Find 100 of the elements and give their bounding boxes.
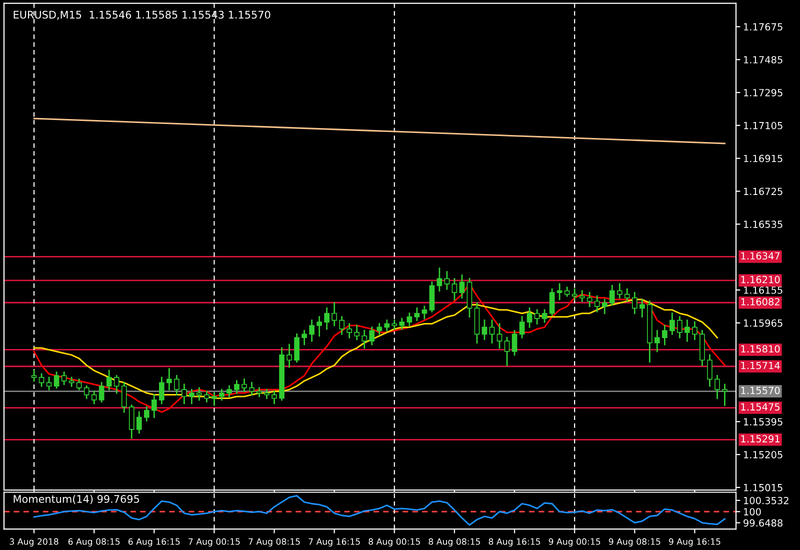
candlestick xyxy=(286,344,292,368)
candlestick xyxy=(602,298,608,314)
y-tick-label: 1.17675 xyxy=(744,23,782,31)
candlestick xyxy=(504,336,510,366)
candlestick xyxy=(579,290,585,302)
ref-line-label: 1.15291 xyxy=(741,435,780,442)
candlestick xyxy=(624,288,630,302)
ref-line-label: 1.16082 xyxy=(741,298,780,306)
candlestick xyxy=(489,320,495,344)
candlestick xyxy=(68,376,74,387)
candlestick xyxy=(316,316,322,337)
x-tick-label: 7 Aug 16:15 xyxy=(308,538,360,546)
y-tick-label: 1.16155 xyxy=(744,286,782,294)
candlestick xyxy=(399,318,405,330)
candlestick xyxy=(114,375,120,394)
candlestick xyxy=(264,388,270,399)
candlestick xyxy=(654,330,660,352)
candlestick xyxy=(166,368,172,390)
candlestick xyxy=(526,307,532,328)
candlestick xyxy=(369,326,375,346)
y-tick-label: 99.6488 xyxy=(744,519,782,527)
candlestick xyxy=(459,274,465,298)
candlestick xyxy=(158,376,164,404)
text: EURUSD,M15 1.15546 1.15585 1.15543 1.15570 xyxy=(14,10,270,20)
ref-line-label: 1.16347 xyxy=(741,252,780,260)
candlestick xyxy=(512,330,518,356)
candlestick xyxy=(677,316,682,338)
candlestick xyxy=(376,323,382,335)
y-tick-label: 100 xyxy=(744,508,761,516)
ref-line-label: 1.15475 xyxy=(741,403,780,411)
y-tick-label: 1.15965 xyxy=(744,319,782,327)
x-tick-label: 8 Aug 00:15 xyxy=(368,538,420,546)
candlestick xyxy=(722,384,728,406)
x-tick-label: 6 Aug 16:15 xyxy=(128,538,180,546)
candlestick xyxy=(182,384,187,404)
candlestick xyxy=(444,271,450,290)
candlestick xyxy=(436,268,442,292)
ref-line-label: 1.15570 xyxy=(741,386,780,394)
x-tick-label: 9 Aug 00:15 xyxy=(548,538,600,546)
candlestick xyxy=(684,320,690,342)
candlestick xyxy=(692,321,698,340)
line-series xyxy=(33,298,718,400)
candlestick xyxy=(128,404,134,439)
candlestick xyxy=(542,309,548,323)
y-tick-label: 1.16535 xyxy=(744,220,782,228)
candlestick xyxy=(234,380,240,394)
candlestick xyxy=(189,388,194,404)
y-tick-label: 1.15015 xyxy=(744,484,782,492)
candlestick xyxy=(272,390,277,404)
candlestick xyxy=(534,309,540,324)
ref-line-label: 1.15714 xyxy=(741,362,780,370)
y-tick-label: 1.17485 xyxy=(744,56,782,64)
candlestick xyxy=(98,382,104,402)
x-tick-label: 9 Aug 16:15 xyxy=(668,538,720,546)
candlestick xyxy=(196,387,202,401)
candlestick xyxy=(586,292,592,308)
x-tick-label: 9 Aug 08:15 xyxy=(608,538,660,546)
y-tick-label: 1.16915 xyxy=(744,154,782,162)
y-tick-label: 1.15205 xyxy=(744,451,782,458)
candlestick xyxy=(609,284,615,306)
candlestick xyxy=(392,320,398,330)
candlestick xyxy=(31,370,37,382)
candlestick xyxy=(84,385,90,399)
candlestick xyxy=(594,295,600,312)
candlestick xyxy=(549,288,555,316)
candlestick xyxy=(406,312,412,326)
candlestick xyxy=(354,324,360,340)
ref-line-label: 1.16210 xyxy=(741,276,780,284)
candlestick xyxy=(519,316,525,338)
x-tick-label: 8 Aug 08:15 xyxy=(428,538,480,546)
candlestick xyxy=(54,372,60,389)
candlestick xyxy=(106,370,112,390)
candlestick xyxy=(302,330,307,346)
candlestick xyxy=(714,375,720,399)
candlestick xyxy=(204,390,210,402)
candlestick xyxy=(38,373,44,387)
candlestick xyxy=(46,376,52,390)
candlestick xyxy=(384,320,390,332)
candlestick xyxy=(362,330,368,349)
candlestick xyxy=(121,382,127,413)
chart-title: Momentum(14) 99.7695 xyxy=(14,494,139,504)
ref-line-label: 1.15810 xyxy=(741,345,780,353)
candlestick xyxy=(496,323,502,349)
candlestick xyxy=(346,323,352,338)
y-tick-label: 1.15395 xyxy=(744,418,782,426)
candlestick xyxy=(219,388,224,401)
candlestick xyxy=(136,411,142,434)
candlestick xyxy=(572,288,578,300)
candlestick xyxy=(242,378,247,392)
candlestick xyxy=(670,312,675,335)
candlestick xyxy=(294,333,300,363)
candlestick xyxy=(707,354,712,387)
candlestick xyxy=(174,375,180,396)
candlestick xyxy=(309,320,314,342)
candlestick xyxy=(256,387,262,398)
candlestick xyxy=(422,306,428,320)
candlestick xyxy=(249,382,254,396)
y-tick-label: 1.17295 xyxy=(744,88,782,96)
candlestick xyxy=(616,283,622,298)
y-tick-label: 100.3532 xyxy=(744,496,788,504)
